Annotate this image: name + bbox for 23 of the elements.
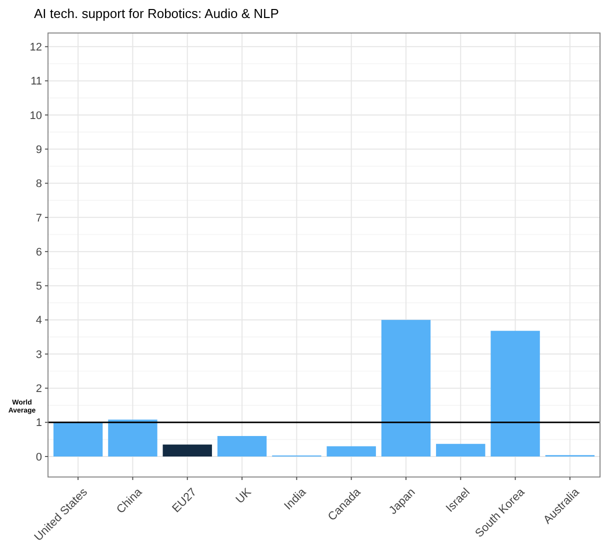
y-tick-label: 2 [36, 383, 42, 396]
bar [108, 420, 158, 457]
bar [490, 330, 540, 457]
y-tick-label: 4 [36, 314, 42, 327]
y-tick-label: 9 [36, 144, 42, 156]
y-tick-label: 0 [36, 451, 42, 464]
y-tick-label: 10 [30, 110, 42, 122]
y-tick-label: 1 [36, 417, 42, 430]
y-tick-label: 5 [36, 280, 42, 293]
y-tick-label: 6 [36, 246, 42, 258]
bar [326, 446, 376, 457]
x-tick-label: UK [234, 486, 254, 506]
bar [217, 436, 267, 457]
y-tick-label: 3 [36, 348, 42, 361]
bar [162, 444, 212, 457]
y-tick-label: 11 [30, 76, 42, 88]
y-tick-label: 8 [36, 178, 42, 190]
y-tick-label: 12 [30, 42, 42, 54]
bar [381, 320, 431, 457]
bar [436, 444, 486, 457]
chart-title: AI tech. support for Robotics: Audio & NLP [34, 6, 279, 21]
bar [53, 422, 103, 457]
y-tick-label: 7 [36, 212, 42, 224]
